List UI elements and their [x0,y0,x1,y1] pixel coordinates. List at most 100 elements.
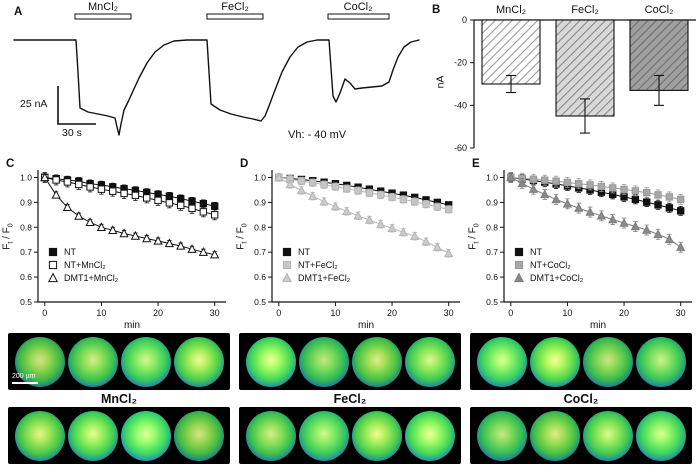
bar-chart: 0 -20 -40 -60 [454,15,696,153]
time-scale-label: 30 s [62,127,82,139]
legend-label: NT+FeCl₂ [298,260,338,270]
holding-potential-label: Vh: - 40 mV [288,129,347,141]
panel-a: A MnCl₂ FeCl₂ CoCl₂ 25 nA 30 s Vh: - 40 … [0,0,430,158]
panel-c-letter: C [6,158,15,170]
panel-d-x-axis-label: min [357,320,375,331]
square-marker-icon [282,260,292,270]
application-label-fecl2: FeCl₂ [221,1,249,13]
oocyte-image [120,336,171,387]
bar-category-mncl2: MnCl₂ [496,4,526,16]
panel-c: C Ft / F0 0.5 0.6 0.7 0.8 0.9 1.0 0 10 20 30 min … [2,158,234,333]
panel-b-y-axis-label: nA [434,75,447,89]
oocyte-image [529,410,580,461]
current-scale-label: 25 nA [20,98,48,110]
legend-label: NT [64,247,76,257]
svg-text:0.9: 0.9 [254,197,266,207]
oocyte-image [404,410,455,461]
scale-bar-label: 200 µm [12,373,36,380]
svg-text:20: 20 [153,308,163,318]
legend-item: NT+MnCl₂ [46,259,118,271]
oocyte-image [582,336,633,387]
svg-text:30: 30 [676,308,686,318]
oocyte-image [404,336,455,387]
oocyte-strip-fecl2-bottom [239,407,461,464]
svg-text:0.5: 0.5 [254,297,266,307]
panel-d-legend: NT NT+FeCl₂ DMT1+FeCl₂ [280,246,350,284]
svg-text:-40: -40 [454,100,467,110]
svg-text:0.9: 0.9 [486,197,498,207]
svg-text:0.5: 0.5 [20,297,32,307]
legend-label: NT [298,247,310,257]
oocyte-image [173,336,224,387]
svg-text:1.0: 1.0 [20,172,32,182]
square-marker-icon [282,247,292,257]
oocyte-image [351,336,402,387]
svg-text:0.5: 0.5 [486,297,498,307]
triangle-marker-icon [47,272,59,283]
oocyte-strip-mncl2-top: 200 µm [8,333,230,390]
oocyte-image [635,336,686,387]
bar-category-cocl2: CoCl₂ [644,4,674,16]
legend-label: DMT1+MnCl₂ [64,273,119,283]
bar-category-fecl2: FeCl₂ [571,4,599,16]
svg-text:10: 10 [330,308,340,318]
condition-label-cocl2: CoCl₂ [563,391,599,406]
condition-label-fecl2: FeCl₂ [333,391,367,406]
legend-label: DMT1+CoCl₂ [530,273,584,283]
panel-b-letter: B [432,4,441,16]
svg-text:0.7: 0.7 [486,247,498,257]
svg-text:30: 30 [210,308,220,318]
svg-text:0.7: 0.7 [20,247,32,257]
legend-label: NT+CoCl₂ [530,260,571,270]
svg-text:-20: -20 [454,58,467,68]
oocyte-image [173,410,224,461]
oocyte-image [120,410,171,461]
oocyte-image [476,336,527,387]
scale-bar: 200 µm [12,373,38,384]
svg-text:0.9: 0.9 [20,197,32,207]
condition-labels: MnCl₂ FeCl₂ CoCl₂ [0,390,700,407]
oocyte-strip-cocl2-bottom [470,407,692,464]
svg-text:0.6: 0.6 [486,272,498,282]
svg-text:1.0: 1.0 [254,172,266,182]
oocyte-image [529,336,580,387]
square-marker-icon [514,260,524,270]
svg-text:-60: -60 [454,143,467,153]
svg-text:0.8: 0.8 [254,222,266,232]
oocyte-strip-fecl2-top [239,333,461,390]
svg-text:0: 0 [508,308,513,318]
oocyte-strip-row-bottom [0,407,700,464]
oocyte-image [67,336,118,387]
oocyte-strip-cocl2-top [470,333,692,390]
oocyte-image [67,410,118,461]
svg-text:0.7: 0.7 [254,247,266,257]
legend-item: NT [280,246,350,258]
condition-label-mncl2: MnCl₂ [100,391,138,406]
svg-text:20: 20 [619,308,629,318]
panel-c-legend: NT NT+MnCl₂ DMT1+MnCl₂ [46,246,118,284]
oocyte-image [298,336,349,387]
legend-item: DMT1+CoCl₂ [512,272,583,284]
square-marker-icon [48,247,58,257]
oocyte-image [351,410,402,461]
oocyte-image [298,410,349,461]
svg-text:0: 0 [462,15,467,25]
oocyte-image [635,410,686,461]
oocyte-image [582,410,633,461]
panel-d: D Ft / F0 0.5 0.6 0.7 0.8 0.9 1.0 0 10 20 30 min … [236,158,468,333]
legend-label: NT [530,247,542,257]
legend-item: NT [512,246,583,258]
panel-e-legend: NT NT+CoCl₂ DMT1+CoCl₂ [512,246,583,284]
triangle-marker-icon [281,272,293,283]
line-chart-cocl2: 0.5 0.6 0.7 0.8 0.9 1.0 0 10 20 30 [486,170,692,318]
svg-text:10: 10 [562,308,572,318]
oocyte-image [245,336,296,387]
square-marker-icon [48,260,58,270]
line-chart-fecl2: 0.5 0.6 0.7 0.8 0.9 1.0 0 10 20 30 [254,170,460,318]
panel-a-letter: A [14,6,23,18]
svg-text:1.0: 1.0 [486,172,498,182]
current-trace-plot [13,13,420,136]
svg-text:0.8: 0.8 [486,222,498,232]
oocyte-image [14,410,65,461]
